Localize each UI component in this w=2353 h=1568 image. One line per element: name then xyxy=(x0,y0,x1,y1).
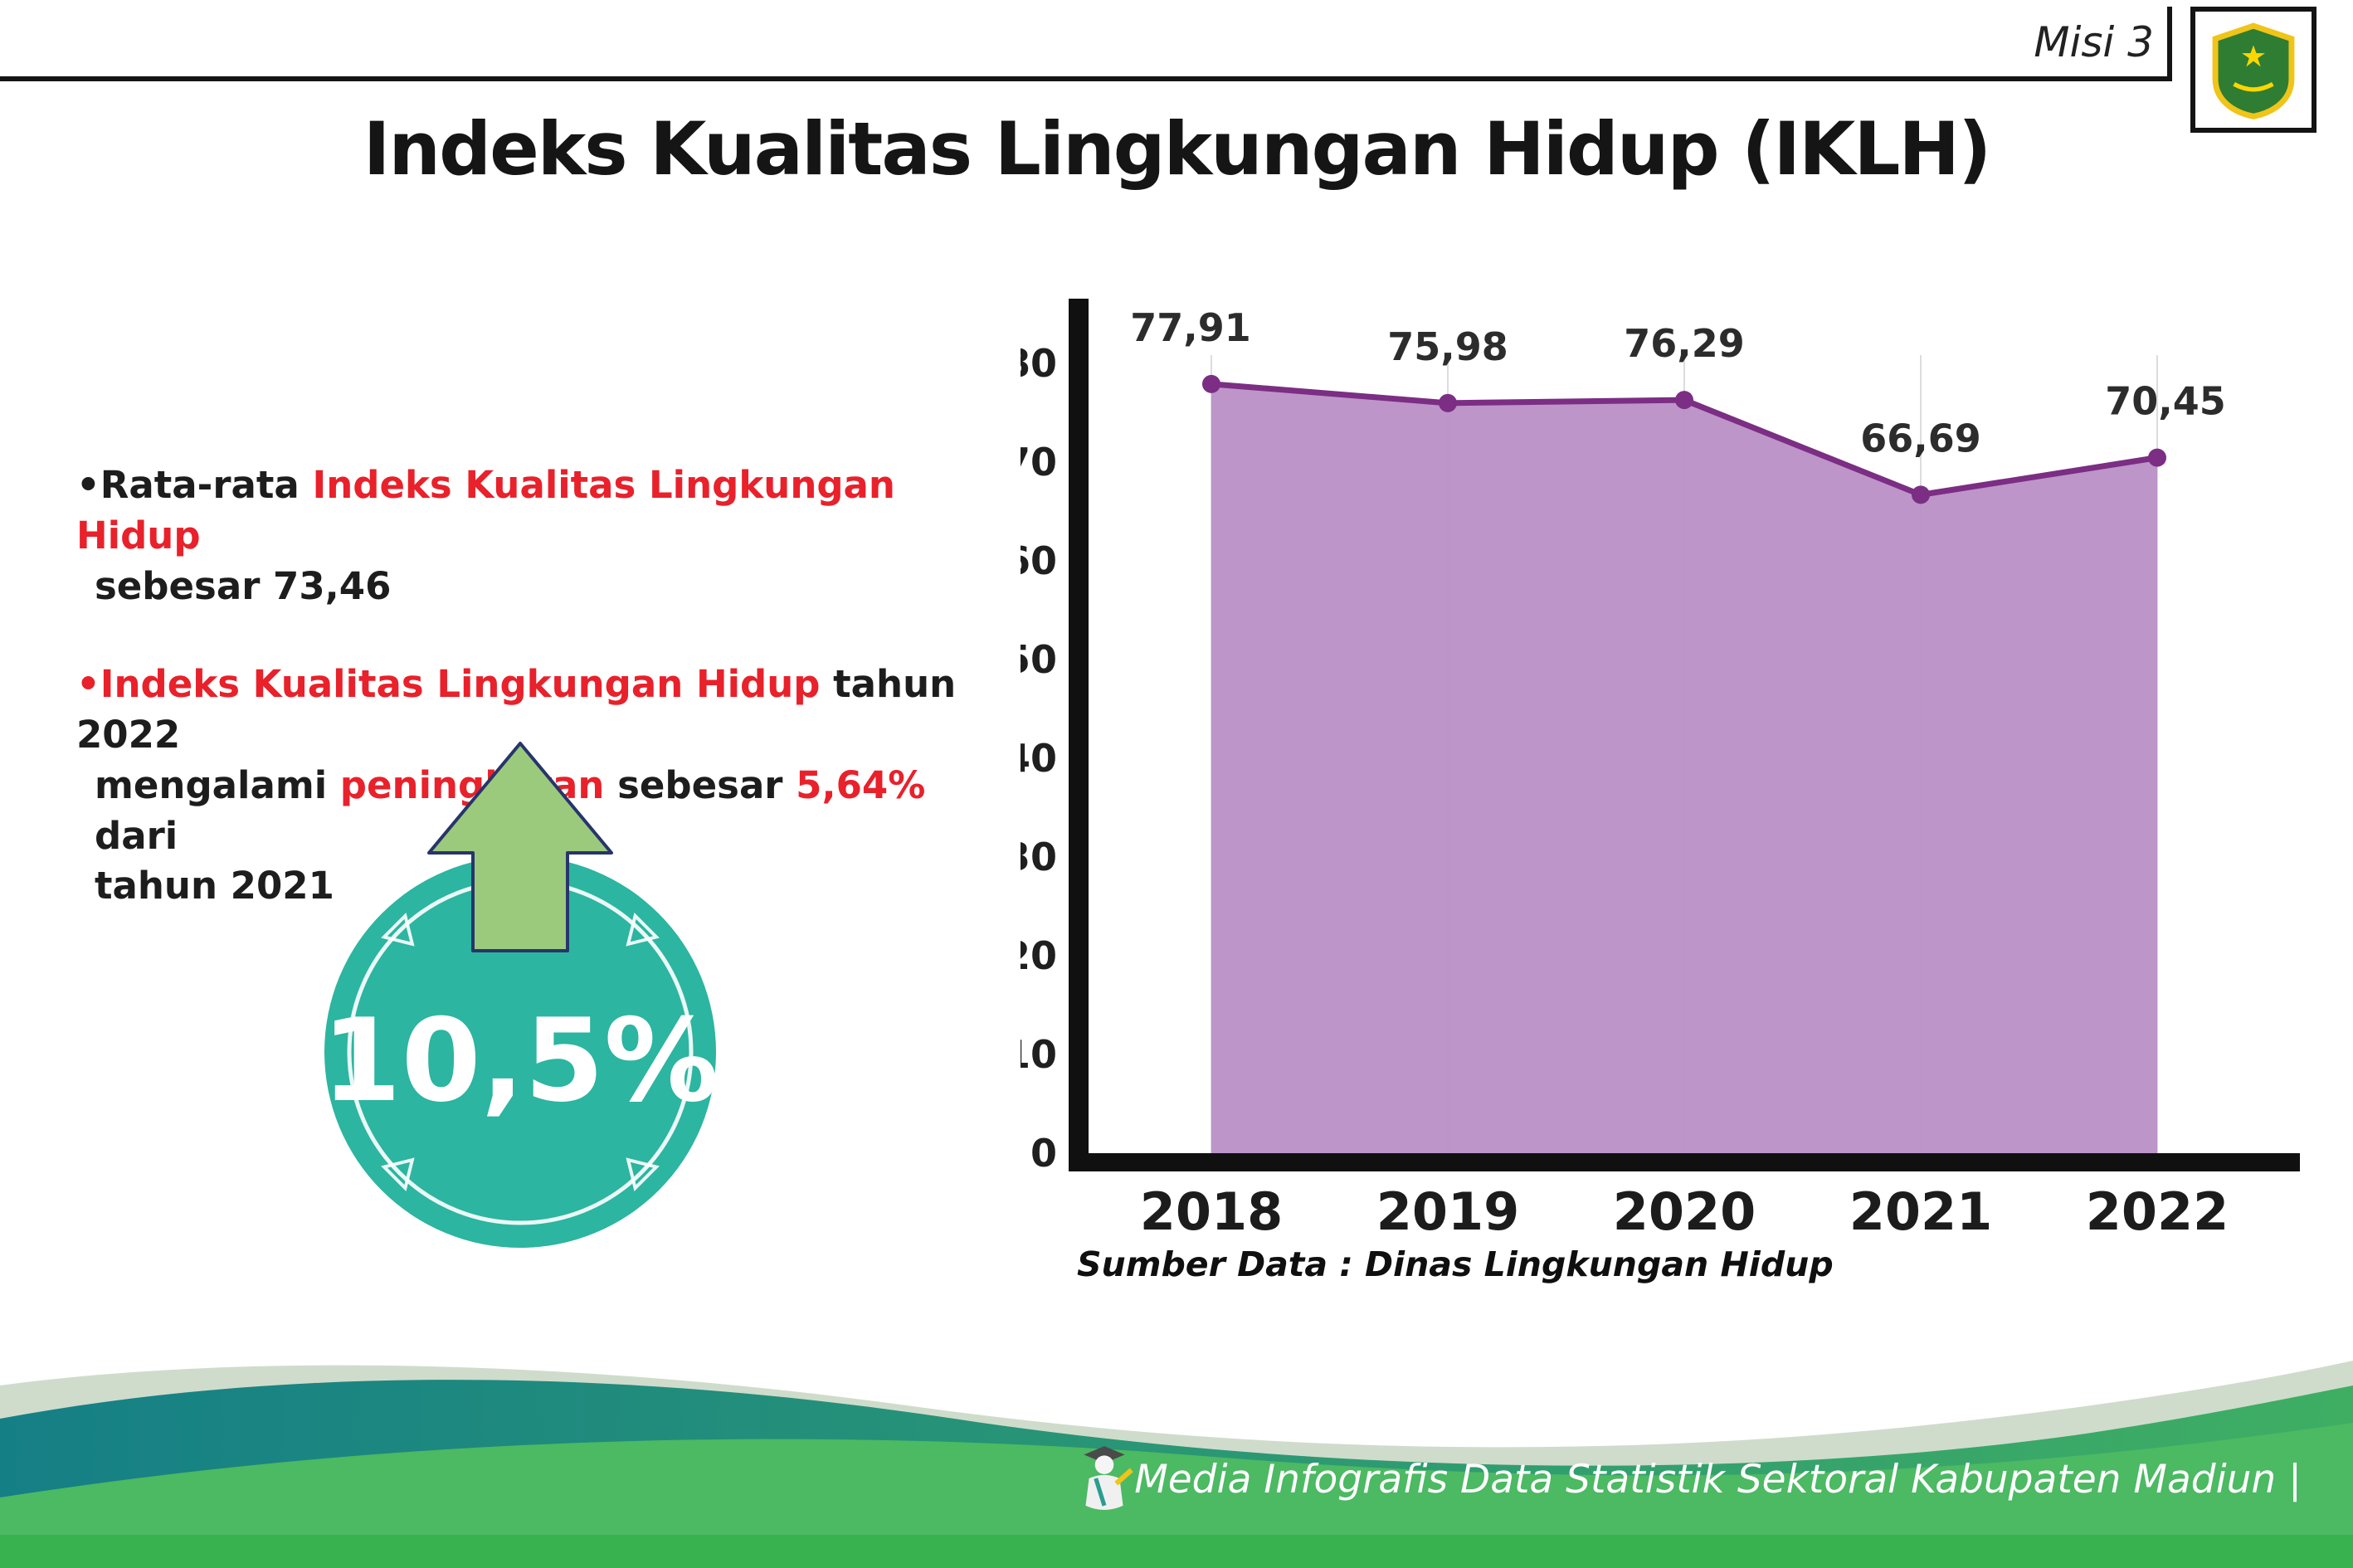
badge-tick-marks xyxy=(381,913,660,1191)
y-tick-label: 0 xyxy=(1030,1131,1057,1176)
y-axis xyxy=(1069,299,1089,1171)
bullet-text-segment: • xyxy=(76,463,100,507)
bullet-text-segment: mengalami xyxy=(95,762,340,807)
top-rule xyxy=(0,76,2170,81)
increase-badge: 10,5% xyxy=(303,728,738,1268)
bullet-text-segment: tahun 2022 xyxy=(76,662,957,757)
data-point-2020 xyxy=(1675,391,1693,410)
value-label-2018: 77,91 xyxy=(1130,305,1251,350)
bullet-text-segment: sebesar xyxy=(604,762,797,807)
bullet-list: •Rata-rata Indeks Kualitas Lingkungan Hi… xyxy=(76,460,1006,960)
top-rule-corner xyxy=(2167,7,2172,81)
y-tick-label: 30 xyxy=(1021,835,1057,879)
y-tick-label: 40 xyxy=(1021,736,1057,781)
x-tick-label-2021: 2021 xyxy=(1849,1181,1993,1242)
shield-emblem-icon xyxy=(2212,22,2295,119)
value-label-2021: 66,69 xyxy=(1860,416,1981,460)
misi-label: Misi 3 xyxy=(2034,18,2154,66)
y-tick-label: 20 xyxy=(1021,933,1057,978)
y-tick-label: 10 xyxy=(1021,1032,1057,1077)
x-tick-label-2018: 2018 xyxy=(1140,1181,1284,1242)
bullet-text-segment: Indeks Kualitas Lingkungan Hidup xyxy=(76,463,895,558)
y-tick-label: 70 xyxy=(1021,440,1057,485)
bullet-text-segment: dari xyxy=(95,813,178,858)
data-point-2018 xyxy=(1202,374,1220,393)
bullet-item: •Rata-rata Indeks Kualitas Lingkungan Hi… xyxy=(76,460,1006,611)
footer-wave-green xyxy=(0,1423,2353,1568)
badge-circle xyxy=(324,856,716,1248)
data-point-2022 xyxy=(2148,448,2166,467)
data-point-2021 xyxy=(1912,485,1930,504)
bullet-text-segment: • xyxy=(76,662,100,707)
value-label-2022: 70,45 xyxy=(2105,379,2226,424)
x-axis xyxy=(1069,1153,2300,1171)
data-point-2019 xyxy=(1439,393,1457,412)
x-tick-label-2019: 2019 xyxy=(1376,1181,1520,1242)
bullet-text-segment: 5,64% xyxy=(796,762,926,807)
value-label-2019: 75,98 xyxy=(1387,324,1508,369)
value-label-2020: 76,29 xyxy=(1624,321,1745,366)
y-tick-label: 60 xyxy=(1021,538,1057,583)
page-title: Indeks Kualitas Lingkungan Hidup (IKLH) xyxy=(363,106,1992,192)
bullet-text-segment: tahun 2021 xyxy=(95,864,334,908)
footer-wave-band xyxy=(0,1361,2353,1568)
badge-value: 10,5% xyxy=(322,994,719,1127)
iklh-area-chart: 0 10 20 30 40 50 60 70 80 77,91 75,98 76,29 66,69 70,… xyxy=(1021,274,2323,1327)
footer-credit: Media Infografis Data Statistik Sektoral… xyxy=(1134,1457,2302,1502)
source-note: Sumber Data : Dinas Lingkungan Hidup xyxy=(1077,1244,1834,1284)
bullet-text-segment: Rata-rata xyxy=(100,463,313,507)
y-tick-label: 80 xyxy=(1021,341,1057,386)
mascot-icon xyxy=(1070,1440,1138,1515)
bullet-item: •Indeks Kualitas Lingkungan Hidup tahun … xyxy=(76,660,1006,912)
x-tick-label-2022: 2022 xyxy=(2086,1181,2229,1242)
bullet-text-segment: Indeks Kualitas Lingkungan Hidup xyxy=(100,662,821,707)
y-tick-label: 50 xyxy=(1021,637,1057,682)
area-fill xyxy=(1211,383,2157,1154)
footer-bottom-bar xyxy=(0,1535,2353,1568)
x-tick-label-2020: 2020 xyxy=(1613,1181,1756,1242)
kabupaten-madiun-logo xyxy=(2190,7,2316,133)
badge-arrow-icon xyxy=(427,742,613,952)
bullet-text-segment: sebesar 73,46 xyxy=(95,563,392,608)
